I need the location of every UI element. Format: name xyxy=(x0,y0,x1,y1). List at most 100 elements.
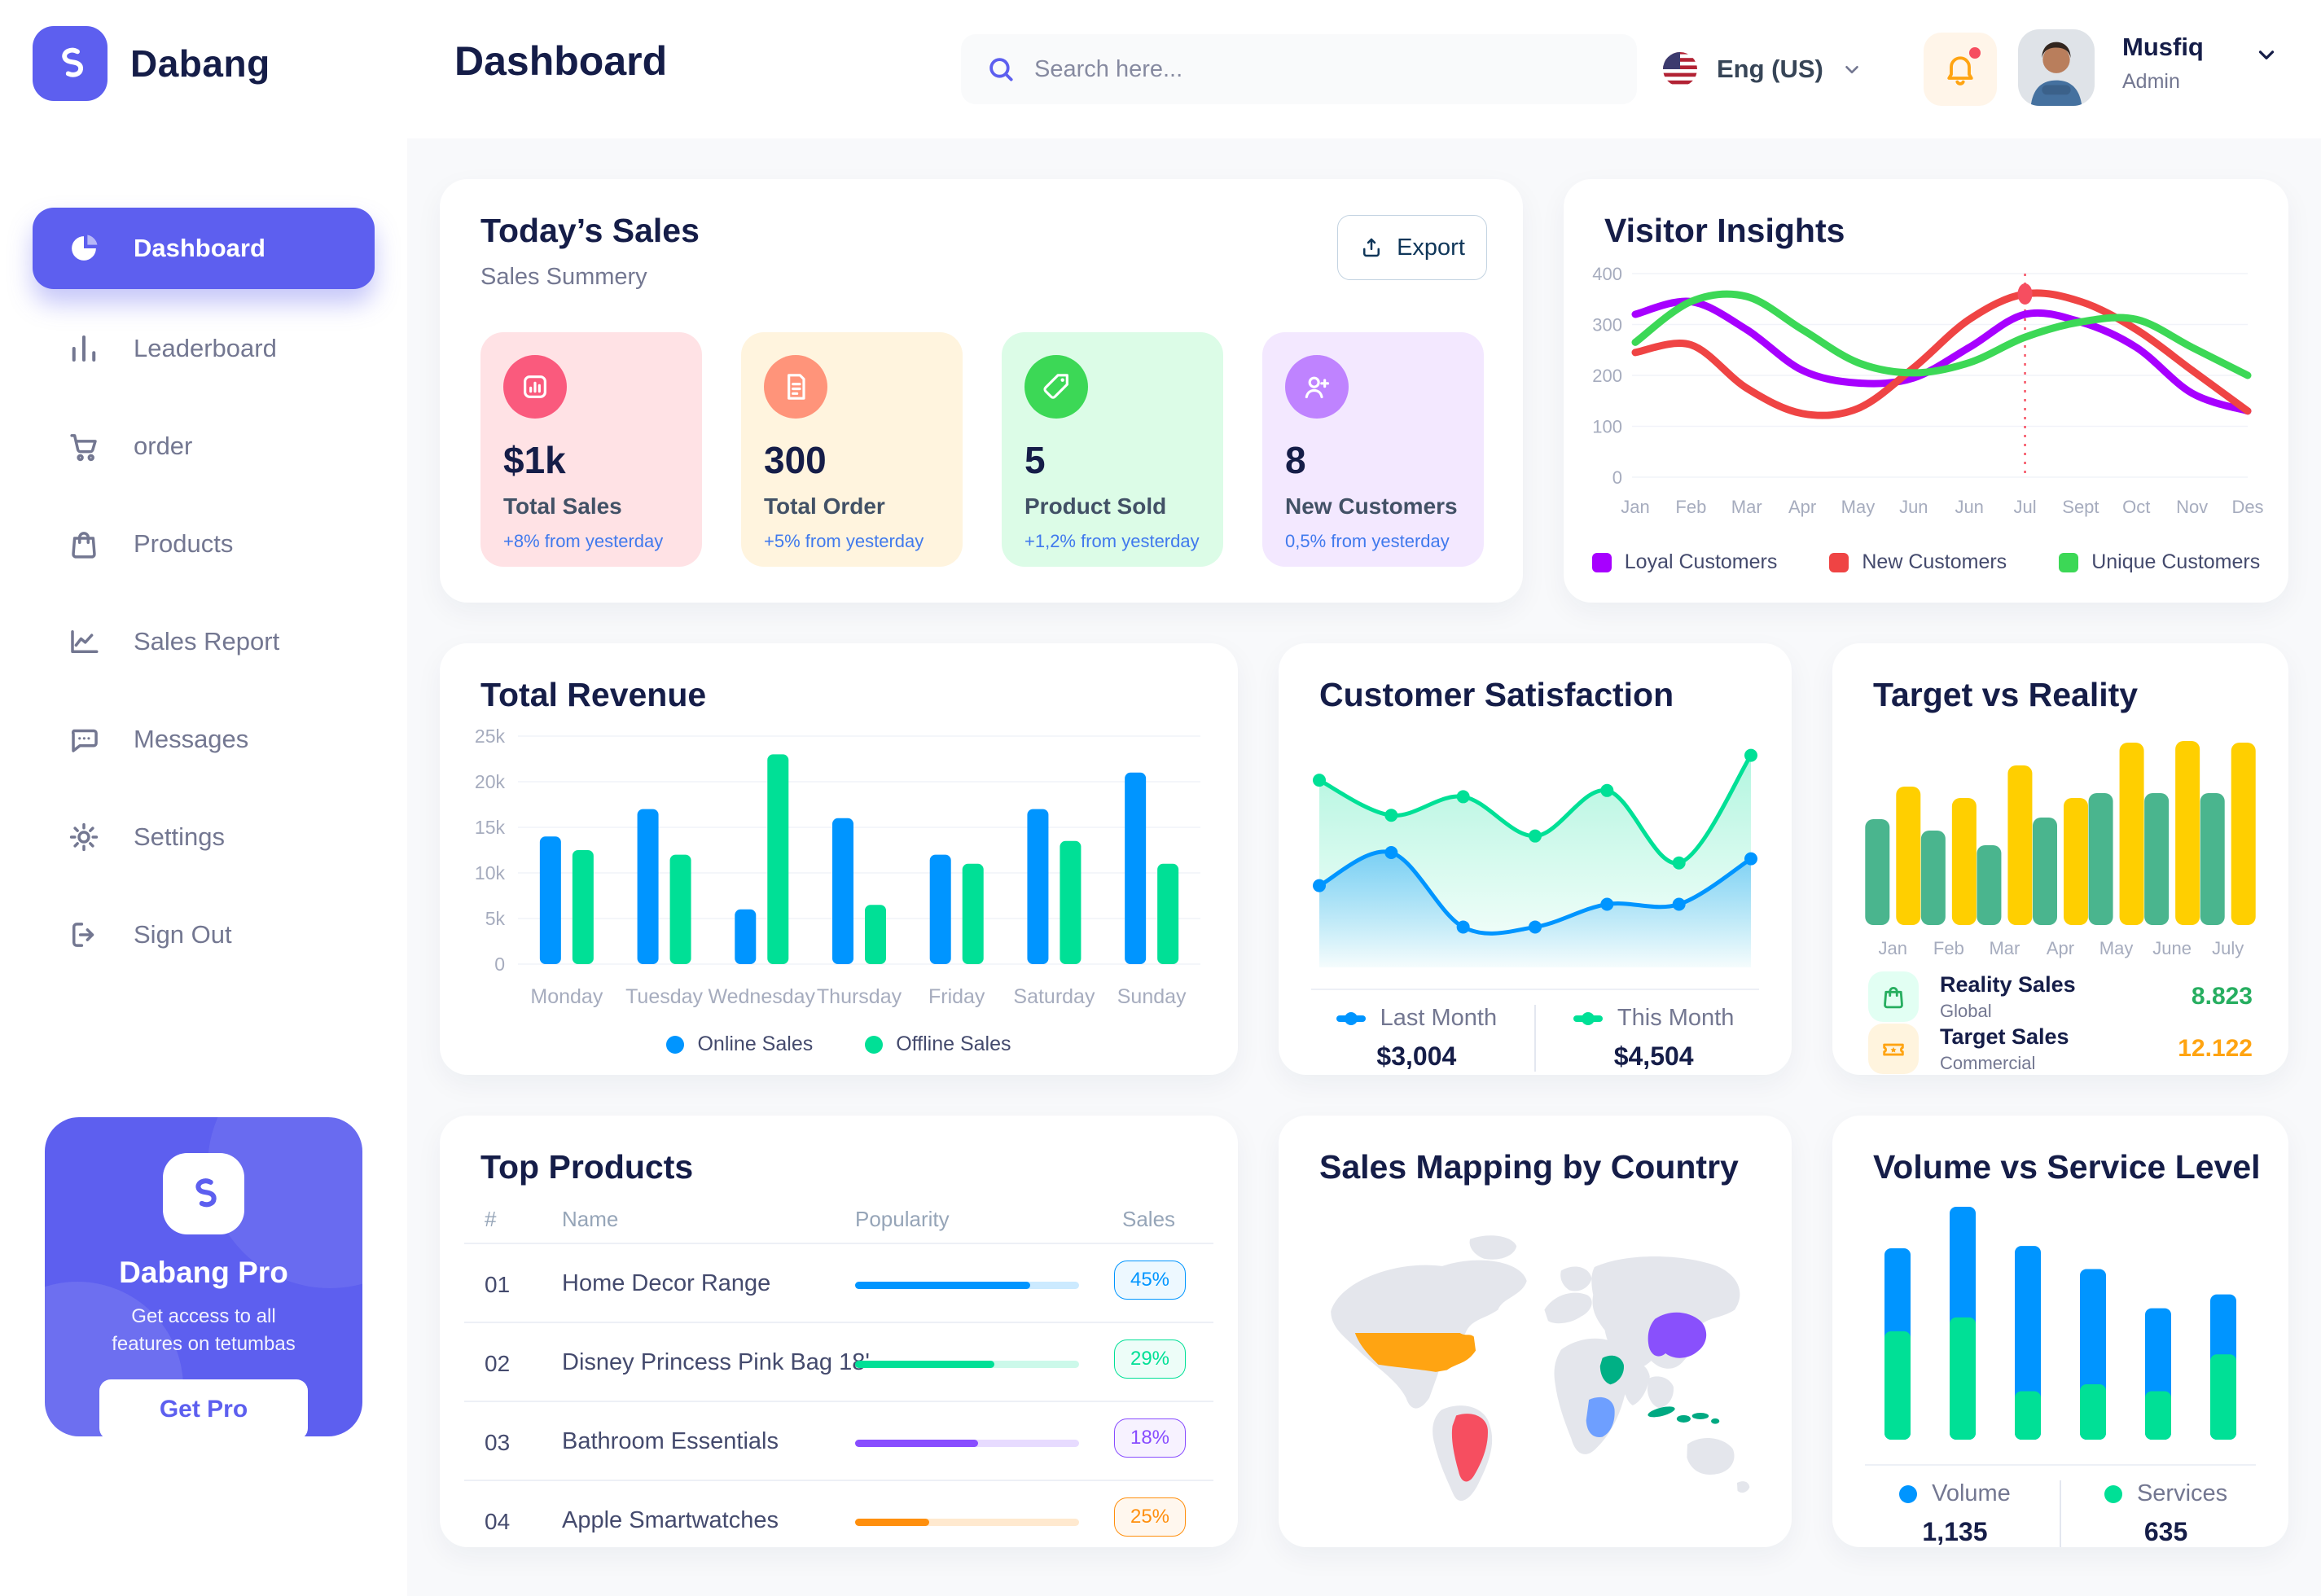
sidebar-item-dashboard[interactable]: Dashboard xyxy=(33,208,375,289)
svg-text:0: 0 xyxy=(494,954,505,975)
stat-label: Product Sold xyxy=(1024,493,1167,519)
svg-text:Feb: Feb xyxy=(1933,938,1964,958)
bell-icon xyxy=(1947,56,1973,86)
user-menu-chevron-icon[interactable] xyxy=(2254,42,2279,67)
order-receipt-icon xyxy=(764,355,827,419)
legend-value: 635 xyxy=(2143,1517,2188,1546)
sidebar-item-leaderboard[interactable]: Leaderboard xyxy=(33,308,375,389)
svg-text:Jun: Jun xyxy=(1899,497,1928,517)
table-row-disney-bag[interactable]: 02 Disney Princess Pink Bag 18' 29% xyxy=(440,1325,1238,1401)
main-content: Today’s Sales Sales Summery Export $1k T… xyxy=(407,138,2321,1596)
legend-label: Loyal Customers xyxy=(1624,550,1778,573)
divider xyxy=(464,1480,1213,1481)
target-sales-legend-row: Target Sales Commercial 12.122 xyxy=(1868,1023,2253,1075)
column-header-name: Name xyxy=(562,1207,619,1231)
sidebar-item-settings[interactable]: Settings xyxy=(33,796,375,878)
customer-satisfaction-chart xyxy=(1308,728,1762,972)
sales-mapping-title: Sales Mapping by Country xyxy=(1319,1148,1739,1186)
world-map xyxy=(1303,1197,1767,1523)
brand-name: Dabang xyxy=(130,42,270,85)
customer-satisfaction-card: Customer Satisfaction Last Month $3,004 … xyxy=(1279,643,1792,1075)
header: Dashboard Eng (US) xyxy=(407,0,2321,138)
sidebar-item-order[interactable]: order xyxy=(33,406,375,487)
stat-note: +5% from yesterday xyxy=(764,531,924,551)
bag-icon xyxy=(1868,971,1919,1022)
legend-value: $3,004 xyxy=(1376,1041,1457,1071)
sales-mapping-card: Sales Mapping by Country xyxy=(1279,1116,1792,1547)
volume-service-title: Volume vs Service Level xyxy=(1873,1148,2261,1186)
visitor-insights-legend: Loyal Customers New Customers Unique Cus… xyxy=(1564,550,2288,574)
top-products-title: Top Products xyxy=(480,1148,694,1186)
total-revenue-chart: 0 5k 10k 15k 20k 25k Monday Tuesday Wednesday Thu… xyxy=(464,725,1213,1018)
ticket-icon xyxy=(1868,1024,1919,1074)
sales-badge: 29% xyxy=(1114,1340,1186,1379)
pro-title: Dabang Pro xyxy=(119,1256,288,1289)
tag-icon xyxy=(1024,355,1088,419)
legend-label: Online Sales xyxy=(697,1033,814,1055)
search-input[interactable] xyxy=(1034,55,1604,83)
gear-icon xyxy=(69,822,99,852)
legend-title: Reality Sales xyxy=(1940,971,2076,997)
search-box[interactable] xyxy=(961,34,1637,104)
table-row-bathroom-essentials[interactable]: 03 Bathroom Essentials 18% xyxy=(440,1404,1238,1480)
stat-card-total-sales: $1k Total Sales +8% from yesterday xyxy=(480,332,702,567)
sidebar-item-sales-report[interactable]: Sales Report xyxy=(33,601,375,682)
sidebar-item-label: Sign Out xyxy=(134,920,232,949)
sign-out-icon xyxy=(72,923,94,947)
notifications-button[interactable] xyxy=(1924,33,1997,106)
svg-text:Monday: Monday xyxy=(530,985,603,1008)
sidebar-item-products[interactable]: Products xyxy=(33,503,375,585)
divider xyxy=(1865,1464,2256,1466)
column-header-num: # xyxy=(485,1207,497,1231)
notification-badge xyxy=(1969,47,1981,59)
legend-label: Unique Customers xyxy=(2091,550,2261,573)
stat-value: $1k xyxy=(503,439,566,481)
sales-stats-icon xyxy=(503,355,567,419)
legend-swatch xyxy=(2059,552,2079,572)
sidebar-item-label: Products xyxy=(134,529,234,558)
svg-text:400: 400 xyxy=(1592,264,1622,284)
table-row-apple-smartwatches[interactable]: 04 Apple Smartwatches 25% xyxy=(440,1483,1238,1559)
avatar[interactable] xyxy=(2018,29,2095,106)
export-button[interactable]: Export xyxy=(1337,215,1487,280)
sidebar-item-messages[interactable]: Messages xyxy=(33,699,375,780)
page-title: Dashboard xyxy=(454,38,668,84)
pro-subtitle: Get access to all features on tetumbas xyxy=(112,1305,296,1355)
divider xyxy=(464,1401,1213,1402)
reality-sales-legend-row: Reality Sales Global 8.823 xyxy=(1868,971,2253,1023)
legend-line-icon xyxy=(1573,1011,1603,1025)
stat-label: New Customers xyxy=(1285,493,1458,519)
stat-note: 0,5% from yesterday xyxy=(1285,531,1450,551)
legend-dot xyxy=(666,1035,685,1054)
legend-subtitle: Commercial xyxy=(1940,1052,2036,1073)
sidebar-item-sign-out[interactable]: Sign Out xyxy=(33,894,375,976)
visitor-insights-title: Visitor Insights xyxy=(1604,212,1845,249)
stat-label: Total Sales xyxy=(503,493,622,519)
todays-sales-subtitle: Sales Summery xyxy=(480,264,647,290)
legend-title: Target Sales xyxy=(1940,1024,2069,1049)
legend-line-icon xyxy=(1336,1011,1366,1025)
language-selector[interactable]: Eng (US) xyxy=(1661,39,1863,99)
column-header-sales: Sales xyxy=(1122,1207,1176,1231)
table-row-home-decor[interactable]: 01 Home Decor Range 45% xyxy=(440,1246,1238,1322)
row-name: Home Decor Range xyxy=(562,1270,771,1296)
svg-text:Des: Des xyxy=(2231,497,2263,517)
legend-value: 1,135 xyxy=(1922,1517,1988,1546)
stat-label: Total Order xyxy=(764,493,885,519)
get-pro-button[interactable]: Get Pro xyxy=(99,1379,308,1436)
svg-text:300: 300 xyxy=(1592,315,1622,335)
brand-logo-icon xyxy=(33,26,107,101)
todays-sales-card: Today’s Sales Sales Summery Export $1k T… xyxy=(440,179,1523,603)
svg-text:Tuesday: Tuesday xyxy=(625,985,703,1008)
svg-text:July: July xyxy=(2212,938,2244,958)
svg-text:10k: 10k xyxy=(475,862,506,884)
pro-logo-icon xyxy=(163,1153,244,1234)
us-flag-icon xyxy=(1663,52,1697,86)
svg-text:25k: 25k xyxy=(475,726,506,747)
export-icon xyxy=(1363,238,1380,257)
column-header-popularity: Popularity xyxy=(855,1207,950,1231)
stat-value: 8 xyxy=(1285,439,1306,481)
row-num: 02 xyxy=(485,1351,511,1376)
divider xyxy=(464,1243,1213,1244)
svg-text:Jul: Jul xyxy=(2013,497,2036,517)
